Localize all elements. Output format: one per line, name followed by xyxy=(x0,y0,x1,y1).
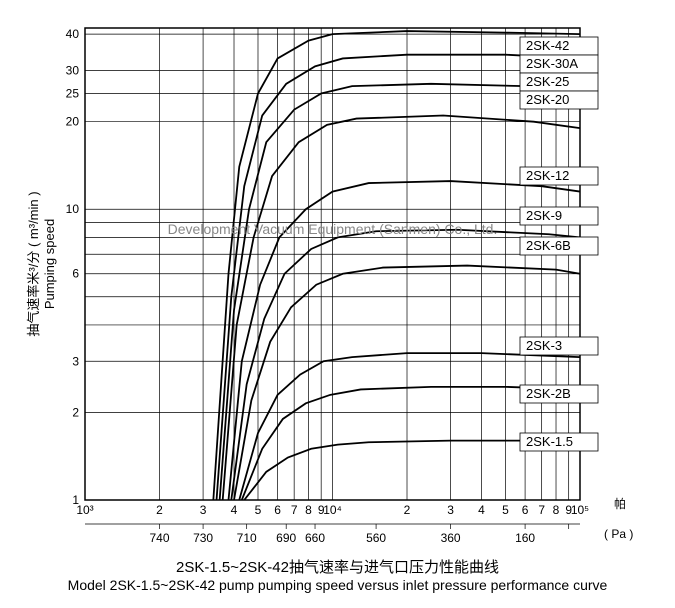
svg-text:10⁴: 10⁴ xyxy=(323,503,342,517)
curve-2SK-3 xyxy=(239,353,580,500)
svg-text:6: 6 xyxy=(274,503,281,517)
svg-text:20: 20 xyxy=(66,115,80,129)
svg-text:40: 40 xyxy=(66,27,80,41)
svg-text:6: 6 xyxy=(72,267,79,281)
svg-text:5: 5 xyxy=(502,503,509,517)
label-2SK-9: 2SK-9 xyxy=(526,208,562,223)
svg-text:690: 690 xyxy=(276,531,296,545)
svg-text:360: 360 xyxy=(441,531,461,545)
label-2SK-30A: 2SK-30A xyxy=(526,56,578,71)
label-2SK-12: 2SK-12 xyxy=(526,168,569,183)
svg-text:2: 2 xyxy=(156,503,163,517)
watermark: Development Vacuum Equipment (Sanmen) Co… xyxy=(168,221,498,237)
svg-text:740: 740 xyxy=(149,531,169,545)
svg-text:Pumping speed: Pumping speed xyxy=(42,219,57,309)
svg-text:10³: 10³ xyxy=(76,503,93,517)
svg-text:3: 3 xyxy=(72,354,79,368)
chart-caption: 2SK-1.5~2SK-42抽气速率与进气口压力性能曲线 Model 2SK-1… xyxy=(10,556,665,593)
svg-text:2: 2 xyxy=(404,503,411,517)
svg-text:160: 160 xyxy=(515,531,535,545)
svg-text:2: 2 xyxy=(72,405,79,419)
label-2SK-42: 2SK-42 xyxy=(526,38,569,53)
svg-text:560: 560 xyxy=(366,531,386,545)
svg-text:3: 3 xyxy=(447,503,454,517)
svg-text:8: 8 xyxy=(305,503,312,517)
label-2SK-25: 2SK-25 xyxy=(526,74,569,89)
svg-text:710: 710 xyxy=(237,531,257,545)
label-2SK-2B: 2SK-2B xyxy=(526,386,571,401)
svg-text:4: 4 xyxy=(478,503,485,517)
caption-en: Model 2SK-1.5~2SK-42 pump pumping speed … xyxy=(10,577,665,593)
svg-text:4: 4 xyxy=(231,503,238,517)
label-2SK-20: 2SK-20 xyxy=(526,92,569,107)
svg-text:10⁵: 10⁵ xyxy=(571,503,589,517)
label-2SK-6B: 2SK-6B xyxy=(526,238,571,253)
svg-text:抽气速率米³/分 ( m³/min ): 抽气速率米³/分 ( m³/min ) xyxy=(26,191,41,336)
label-2SK-1.5: 2SK-1.5 xyxy=(526,434,573,449)
svg-text:660: 660 xyxy=(305,531,325,545)
caption-cn: 2SK-1.5~2SK-42抽气速率与进气口压力性能曲线 xyxy=(10,556,665,577)
svg-text:3: 3 xyxy=(200,503,207,517)
svg-text:7: 7 xyxy=(538,503,545,517)
svg-text:( Pa ): ( Pa ) xyxy=(604,527,633,541)
svg-text:730: 730 xyxy=(193,531,213,545)
svg-text:5: 5 xyxy=(255,503,262,517)
svg-text:30: 30 xyxy=(66,63,80,77)
svg-text:7: 7 xyxy=(291,503,298,517)
svg-text:10: 10 xyxy=(66,202,80,216)
chart-svg: 1236102025304010³2345678910⁴2345678910⁵7… xyxy=(10,10,665,550)
svg-text:6: 6 xyxy=(522,503,529,517)
chart-container: 1236102025304010³2345678910⁴2345678910⁵7… xyxy=(10,10,665,598)
svg-text:帕: 帕 xyxy=(614,496,626,511)
svg-text:25: 25 xyxy=(66,87,80,101)
label-2SK-3: 2SK-3 xyxy=(526,338,562,353)
svg-text:8: 8 xyxy=(553,503,560,517)
